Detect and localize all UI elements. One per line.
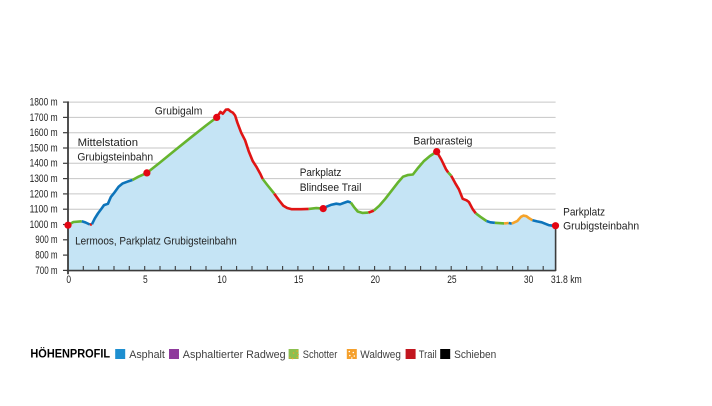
svg-text:0: 0 xyxy=(66,274,71,286)
svg-text:31.8 km: 31.8 km xyxy=(551,274,582,286)
svg-text:Grubigsteinbahn: Grubigsteinbahn xyxy=(563,221,639,233)
svg-text:1700 m: 1700 m xyxy=(30,112,58,124)
svg-text:15: 15 xyxy=(294,274,303,286)
svg-text:1600 m: 1600 m xyxy=(30,127,58,139)
svg-text:1400 m: 1400 m xyxy=(30,158,58,170)
svg-text:Mittelstation: Mittelstation xyxy=(78,137,138,149)
svg-text:Schieben: Schieben xyxy=(454,349,496,361)
svg-text:1100 m: 1100 m xyxy=(30,204,58,216)
svg-text:1000 m: 1000 m xyxy=(30,219,58,231)
svg-text:900 m: 900 m xyxy=(35,234,57,246)
svg-text:1200 m: 1200 m xyxy=(30,188,58,200)
svg-text:25: 25 xyxy=(447,274,456,286)
svg-text:Blindsee Trail: Blindsee Trail xyxy=(300,182,362,194)
svg-text:HÖHENPROFIL: HÖHENPROFIL xyxy=(30,347,110,360)
svg-text:Asphaltierter Radweg: Asphaltierter Radweg xyxy=(183,349,286,361)
svg-text:Parkplatz: Parkplatz xyxy=(563,207,605,219)
svg-text:700 m: 700 m xyxy=(35,265,57,277)
svg-text:Schotter: Schotter xyxy=(303,349,338,361)
svg-text:1500 m: 1500 m xyxy=(30,142,58,154)
svg-text:800 m: 800 m xyxy=(35,250,57,262)
svg-text:Parkplatz: Parkplatz xyxy=(300,167,342,179)
svg-text:1300 m: 1300 m xyxy=(30,173,58,185)
svg-text:Lermoos, Parkplatz Grubigstein: Lermoos, Parkplatz Grubigsteinbahn xyxy=(75,236,237,248)
svg-text:20: 20 xyxy=(371,274,380,286)
svg-text:5: 5 xyxy=(143,274,148,286)
svg-text:Grubigalm: Grubigalm xyxy=(155,105,203,117)
svg-text:Asphalt: Asphalt xyxy=(129,349,165,361)
svg-text:Trail: Trail xyxy=(419,349,437,361)
svg-text:10: 10 xyxy=(217,274,226,286)
svg-text:Waldweg: Waldweg xyxy=(360,349,401,361)
svg-text:1800 m: 1800 m xyxy=(30,97,58,109)
svg-text:Grubigsteinbahn: Grubigsteinbahn xyxy=(77,151,153,163)
svg-text:Barbarasteig: Barbarasteig xyxy=(413,135,472,147)
svg-text:30: 30 xyxy=(524,274,533,286)
